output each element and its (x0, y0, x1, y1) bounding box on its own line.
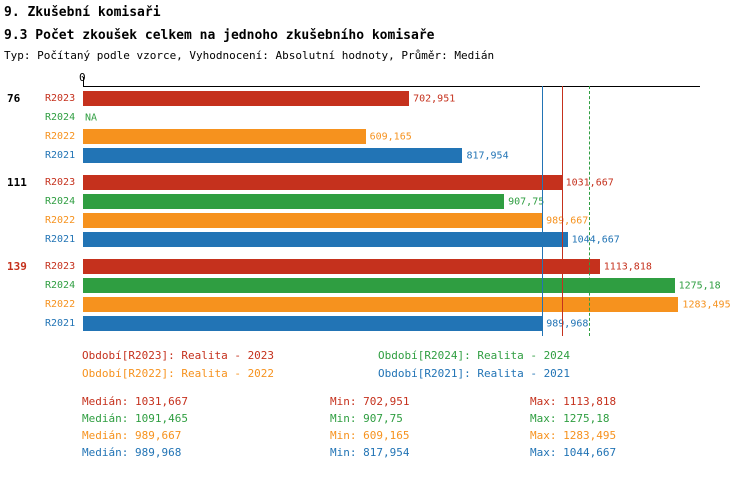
bar-track: 817,954 (83, 148, 700, 163)
bar-value-label: 989,968 (546, 318, 589, 329)
bar-row: R2021 989,968 (0, 314, 700, 333)
group-label: 139 (7, 260, 27, 273)
bar-value-label: 1283,495 (682, 299, 731, 310)
series-label: R2021 (45, 150, 76, 161)
bar-value-label: NA (85, 112, 98, 123)
bar-row: 139 R2023 1113,818 (0, 257, 700, 276)
bar-R2021 (83, 232, 568, 247)
stat-min: Min: 702,951 (330, 395, 410, 408)
bar-R2021 (83, 316, 543, 331)
stats-row-R2024: Medián: 1091,465 Min: 907,75 Max: 1275,18 (82, 410, 750, 427)
bar-group: 76 R2023 702,951 R2024 NA R2022 609,165 R2021 81… (0, 89, 700, 165)
bar-track: 1275,18 (83, 278, 721, 293)
bar-R2023 (83, 91, 410, 106)
legend-item-R2024: Období[R2024]: Realita - 2024 (378, 349, 571, 362)
series-label: R2021 (45, 318, 76, 329)
bar-value-label: 1275,18 (678, 280, 721, 291)
stat-min: Min: 817,954 (330, 446, 410, 459)
page-meta: Typ: Počítaný podle vzorce, Vyhodnocení:… (4, 49, 495, 62)
series-label: R2022 (45, 299, 76, 310)
bar-row: R2022 1283,495 (0, 295, 731, 314)
stat-max: Max: 1275,18 (530, 412, 610, 425)
series-label: R2022 (45, 215, 76, 226)
stats-table: Medián: 1031,667 Min: 702,951 Max: 1113,81… (82, 393, 750, 461)
legend-item-R2022: Období[R2022]: Realita - 2022 (82, 367, 275, 380)
bar-value-label: 817,954 (466, 150, 509, 161)
series-label: R2023 (45, 93, 76, 104)
bar-value-label: 1113,818 (603, 261, 652, 272)
stat-median: Medián: 1031,667 (82, 395, 188, 408)
bar-row: R2022 609,165 (0, 127, 700, 146)
series-label: R2021 (45, 234, 76, 245)
bar-value-label: 702,951 (413, 93, 456, 104)
legend: Období[R2023]: Realita - 2023 Období[R202… (82, 348, 692, 381)
report-page: 9. Zkušební komisaři 9.3 Počet zkoušek c… (0, 4, 750, 461)
series-label: R2022 (45, 131, 76, 142)
bar-track: 1113,818 (83, 259, 700, 274)
group-label: 76 (7, 92, 21, 105)
bar-group: 111 R2023 1031,667 R2024 907,75 R2022 989,667 R… (0, 173, 700, 249)
bar-value-label: 907,75 (508, 196, 545, 207)
bar-R2021 (83, 148, 463, 163)
page-subtitle: 9.3 Počet zkoušek celkem na jednoho zkuš… (4, 28, 435, 43)
group-label: 111 (7, 176, 27, 189)
stat-median: Medián: 989,968 (82, 446, 182, 459)
bar-R2022 (83, 213, 543, 228)
bar-chart: 0 76 R2023 702,951 R2024 NA R2022 609,165 R2021… (0, 71, 731, 341)
bar-row: R2024 NA (0, 108, 700, 127)
bar-group: 139 R2023 1113,818 R2024 1275,18 R2022 1283,49… (0, 257, 731, 333)
bar-value-label: 609,165 (369, 131, 412, 142)
bar-value-label: 989,667 (546, 215, 589, 226)
bar-R2024 (83, 278, 675, 293)
bar-rows: 76 R2023 702,951 R2024 NA R2022 609,165 R2021 81… (0, 89, 731, 341)
stat-min: Min: 609,165 (330, 429, 410, 442)
stat-max: Max: 1113,818 (530, 395, 617, 408)
bar-value-label: 1044,667 (571, 234, 620, 245)
legend-item-R2021: Období[R2021]: Realita - 2021 (378, 367, 571, 380)
bar-track: 1031,667 (83, 175, 700, 190)
series-label: R2024 (45, 280, 76, 291)
stat-max: Max: 1044,667 (530, 446, 617, 459)
stat-max: Max: 1283,495 (530, 429, 617, 442)
legend-item-R2023: Období[R2023]: Realita - 2023 (82, 349, 275, 362)
bar-track: 1044,667 (83, 232, 700, 247)
bar-R2023 (83, 175, 562, 190)
bar-track: 609,165 (83, 129, 700, 144)
bar-R2022 (83, 129, 366, 144)
bar-row: R2021 817,954 (0, 146, 700, 165)
series-label: R2023 (45, 261, 76, 272)
bar-R2023 (83, 259, 600, 274)
bar-row: R2024 1275,18 (0, 276, 721, 295)
bar-track: 1283,495 (83, 297, 731, 312)
series-label: R2023 (45, 177, 76, 188)
bar-track: 907,75 (83, 194, 700, 209)
bar-value-label: 1031,667 (565, 177, 614, 188)
page-title: 9. Zkušební komisaři (4, 5, 161, 20)
bar-R2022 (83, 297, 679, 312)
axis-line (83, 86, 700, 87)
stat-median: Medián: 1091,465 (82, 412, 188, 425)
bar-row: R2021 1044,667 (0, 230, 700, 249)
bar-track: 702,951 (83, 91, 700, 106)
axis-tick (83, 77, 84, 86)
bar-row: R2022 989,667 (0, 211, 700, 230)
bar-row: 111 R2023 1031,667 (0, 173, 700, 192)
bar-track: NA (83, 110, 700, 125)
stats-row-R2022: Medián: 989,667 Min: 609,165 Max: 1283,495 (82, 427, 750, 444)
bar-track: 989,667 (83, 213, 700, 228)
series-label: R2024 (45, 112, 76, 123)
stat-median: Medián: 989,667 (82, 429, 182, 442)
stats-row-R2023: Medián: 1031,667 Min: 702,951 Max: 1113,81… (82, 393, 750, 410)
bar-track: 989,968 (83, 316, 700, 331)
stats-row-R2021: Medián: 989,968 Min: 817,954 Max: 1044,667 (82, 444, 750, 461)
bar-row: R2024 907,75 (0, 192, 700, 211)
stat-min: Min: 907,75 (330, 412, 403, 425)
bar-R2024 (83, 194, 505, 209)
series-label: R2024 (45, 196, 76, 207)
axis-zero-label: 0 (79, 71, 86, 84)
bar-row: 76 R2023 702,951 (0, 89, 700, 108)
